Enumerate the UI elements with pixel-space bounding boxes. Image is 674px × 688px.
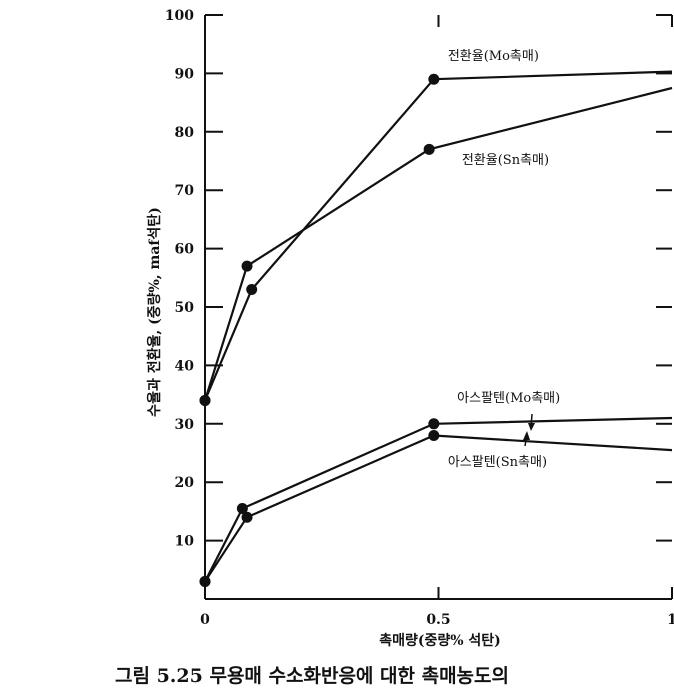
y-tick-label-0: 10 (175, 534, 195, 550)
y-tick-label-1: 20 (175, 475, 195, 491)
y-tick-label-6: 70 (175, 183, 195, 199)
y-tick-label-2: 30 (175, 417, 195, 433)
annotation-label-0: 전환율(Mo촉매) (448, 49, 539, 64)
annotation-label-1: 전환율(Sn촉매) (462, 153, 549, 168)
ticks: 10 20 30 40 50 60 70 80 90 100 0 0.5 1 (165, 8, 674, 628)
annotation-arrowhead-mo (528, 423, 535, 431)
y-tick-label-4: 50 (175, 300, 195, 316)
x-axis-title: 촉매량(중량% 석탄) (379, 632, 501, 649)
y-tick-label-3: 40 (175, 358, 195, 374)
annotations: 전환율(Mo촉매) 전환율(Sn촉매) 아스팔텐(Mo촉매) 아스팔텐(Sn촉매) (448, 49, 560, 470)
y-tick-label-7: 80 (175, 125, 195, 141)
series-layer (199, 70, 673, 587)
series-1-point-2 (423, 143, 435, 155)
y-tick-label-8: 90 (175, 66, 195, 82)
series-line-0 (203, 70, 673, 401)
series-line-3 (204, 434, 673, 583)
y-tick-label-9: 100 (165, 8, 194, 24)
series-2-point-2 (428, 418, 440, 430)
x-tick-label-2: 1 (667, 612, 674, 628)
series-line-1 (203, 86, 673, 401)
series-3-point-0 (199, 575, 211, 587)
series-1-point-1 (241, 260, 253, 272)
axes (204, 15, 672, 600)
series-1-point-0 (199, 394, 211, 406)
series-0-point-2 (428, 73, 440, 85)
x-tick-label-1: 0.5 (426, 612, 450, 628)
annotation-label-2: 아스팔텐(Mo촉매) (457, 391, 560, 406)
series-2-point-1 (236, 502, 248, 514)
y-axis-title: 수율과 전환율, (중량%, maf석탄) (146, 207, 163, 417)
series-line-2 (204, 416, 673, 583)
annotation-label-3: 아스팔텐(Sn촉매) (448, 455, 547, 470)
series-3-point-1 (241, 511, 253, 523)
series-0-point-1 (246, 283, 258, 295)
y-tick-label-5: 60 (175, 242, 195, 258)
figure-caption: 그림 5.25 무용매 수소화반응에 대한 촉매농도의 (115, 665, 509, 687)
x-tick-label-0: 0 (200, 612, 210, 628)
annotation-arrowhead-sn (523, 431, 530, 440)
series-3-point-2 (428, 429, 440, 441)
